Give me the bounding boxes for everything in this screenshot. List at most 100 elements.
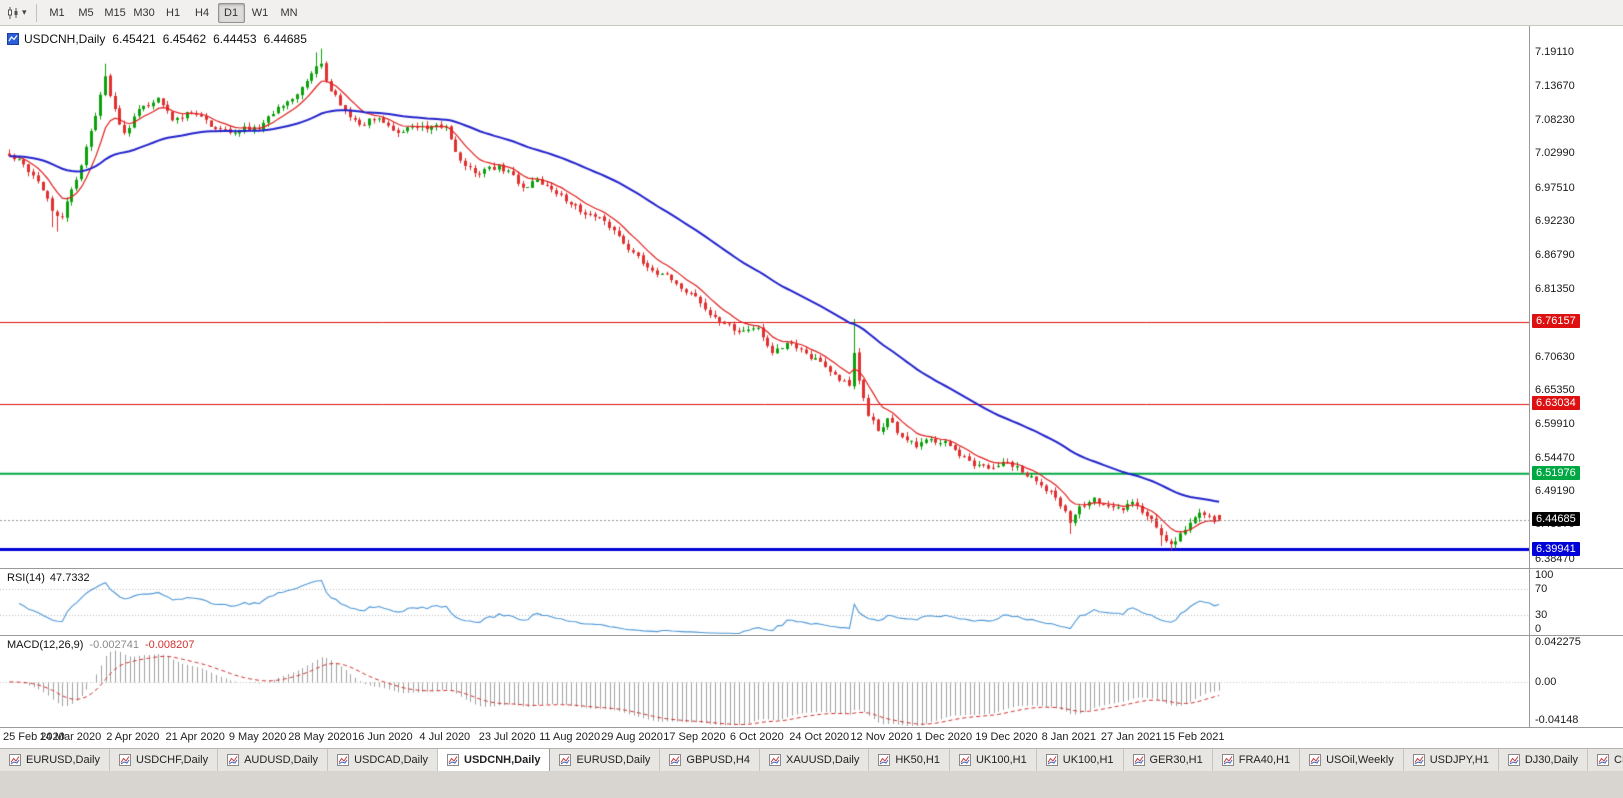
macd-axis[interactable]: 0.042275 0.00 -0.04148 — [1529, 636, 1623, 727]
chart-tab-eurusd-daily[interactable]: EURUSD,Daily — [0, 749, 110, 771]
chart-tab-icon — [1507, 754, 1520, 766]
chart-tab-icon — [1597, 754, 1610, 766]
rsi-pane: RSI(14) 47.7332 100 70 30 0 — [0, 569, 1623, 636]
chart-tab-label: XAUUSD,Daily — [785, 754, 860, 766]
time-axis-label: 24 Oct 2020 — [789, 731, 850, 743]
price-axis-label: 7.13670 — [1535, 79, 1575, 92]
chart-tab-icon — [1132, 754, 1145, 766]
price-axis-label: 6.81350 — [1535, 283, 1575, 296]
price-line-flag-6.51976[interactable]: 6.51976 — [1532, 465, 1580, 480]
chart-tab-label: DJ30,Daily — [1524, 754, 1579, 766]
time-axis-label: 12 Nov 2020 — [850, 731, 913, 743]
price-axis-label: 7.02990 — [1535, 147, 1575, 160]
chart-tab-usdcnh-daily[interactable]: USDCNH,Daily — [438, 749, 551, 771]
chart-tab-uk100-h1[interactable]: UK100,H1 — [1037, 749, 1124, 771]
chart-tab-fra40-h1[interactable]: FRA40,H1 — [1213, 749, 1301, 771]
chart-tab-label: AUDUSD,Daily — [244, 754, 319, 766]
chart-tab-icon — [337, 754, 350, 766]
chart-tab-audusd-daily[interactable]: AUDUSD,Daily — [218, 749, 329, 771]
time-axis-label: 19 Dec 2020 — [975, 731, 1038, 743]
chart-tab-icon — [1221, 754, 1234, 766]
chart-tab-eurusd-daily[interactable]: EURUSD,Daily — [550, 749, 661, 771]
chart-tab-gbpusd-h4[interactable]: GBPUSD,H4 — [660, 749, 760, 771]
macd-axis-label: 0.00 — [1535, 675, 1557, 688]
chart-tab-icon — [768, 754, 781, 766]
time-axis-label: 9 May 2020 — [228, 731, 287, 743]
macd-chart-canvas[interactable] — [0, 636, 1529, 727]
chart-tab-xauusd-daily[interactable]: XAUUSD,Daily — [760, 749, 870, 771]
chart-tab-label: EURUSD,Daily — [26, 754, 100, 766]
ohlc-low: 6.44453 — [213, 32, 257, 46]
price-axis[interactable]: 7.19110 7.13670 7.08230 7.02990 6.97510 6.922… — [1529, 26, 1623, 568]
timeframe-button-mn[interactable]: MN — [280, 6, 298, 19]
macd-signal-value: -0.008207 — [144, 639, 195, 651]
chart-tab-label: GER30,H1 — [1149, 754, 1203, 766]
rsi-axis[interactable]: 100 70 30 0 — [1529, 569, 1623, 635]
timeframe-button-d1[interactable]: D1 — [217, 2, 245, 23]
chart-tabs-bar: EURUSD,Daily USDCHF,Daily AUDUSD,Daily U… — [0, 748, 1623, 771]
time-axis-label: 8 Jan 2021 — [1041, 731, 1097, 743]
time-axis-label: 21 Apr 2020 — [165, 731, 225, 743]
chart-tab-label: CHINA300,H1 — [1614, 754, 1623, 766]
chart-symbol-label: USDCNH,Daily — [24, 32, 106, 46]
chart-tab-usdjpy-h1[interactable]: USDJPY,H1 — [1404, 749, 1499, 771]
timeframe-button-w1[interactable]: W1 — [251, 6, 269, 19]
chart-tab-usdcad-daily[interactable]: USDCAD,Daily — [328, 749, 439, 771]
chart-tab-label: GBPUSD,H4 — [686, 754, 750, 766]
macd-pane: MACD(12,26,9) -0.002741 -0.008207 0.042275… — [0, 636, 1623, 728]
chart-tab-icon — [9, 754, 21, 766]
chart-tab-label: UK100,H1 — [1062, 754, 1114, 766]
timeframe-button-m15[interactable]: M15 — [104, 6, 126, 19]
chart-tab-uk100-h1[interactable]: UK100,H1 — [950, 749, 1037, 771]
price-axis-label: 6.86790 — [1535, 248, 1575, 261]
chart-tab-icon — [1045, 754, 1058, 766]
timeframe-button-h1[interactable]: H1 — [166, 6, 181, 19]
time-axis[interactable]: 25 Feb 2020 14 Mar 2020 2 Apr 2020 21 Apr 2… — [0, 728, 1623, 748]
chart-tab-usdchf-daily[interactable]: USDCHF,Daily — [110, 749, 219, 771]
timeframe-buttons: M1 M5 M15 M30 H1 H4 D1 W1 MN — [43, 2, 304, 23]
time-axis-label: 4 Jul 2020 — [419, 731, 471, 743]
rsi-axis-label: 0 — [1535, 623, 1542, 635]
chart-tab-label: USDCAD,Daily — [354, 754, 429, 766]
timeframe-button-m5[interactable]: M5 — [78, 6, 94, 19]
price-axis-label: 6.59910 — [1535, 417, 1575, 430]
chart-tab-hk50-h1[interactable]: HK50,H1 — [869, 749, 950, 771]
chart-tab-china300-h1[interactable]: CHINA300,H1 — [1588, 749, 1623, 771]
rsi-indicator-label: RSI(14) 47.7332 — [7, 572, 90, 584]
time-axis-label: 11 Aug 2020 — [539, 731, 601, 743]
timeframe-button-m1[interactable]: M1 — [49, 6, 65, 19]
price-axis-label: 6.54470 — [1535, 452, 1575, 465]
chart-tab-icon — [1412, 754, 1425, 766]
price-axis-label: 7.08230 — [1535, 114, 1575, 127]
rsi-axis-label: 30 — [1535, 609, 1548, 622]
price-line-flag-6.39941[interactable]: 6.39941 — [1532, 541, 1580, 556]
time-axis-label: 27 Jan 2021 — [1100, 731, 1162, 743]
rsi-axis-label: 70 — [1535, 582, 1548, 595]
price-chart-canvas[interactable] — [0, 26, 1529, 568]
time-axis-label: 23 Jul 2020 — [478, 731, 536, 743]
price-line-flag-6.44685[interactable]: 6.44685 — [1532, 511, 1580, 526]
price-axis-label: 6.97510 — [1535, 181, 1575, 194]
chart-tab-icon — [227, 754, 240, 766]
macd-axis-label: -0.04148 — [1535, 714, 1579, 726]
chart-tab-dj30-daily[interactable]: DJ30,Daily — [1499, 749, 1589, 771]
time-axis-label: 25 Feb 2020 — [3, 731, 65, 743]
chart-tab-icon — [447, 754, 460, 766]
rsi-name: RSI(14) — [7, 572, 45, 584]
timeframe-button-h4[interactable]: H4 — [195, 6, 210, 19]
time-axis-label: 29 Aug 2020 — [601, 731, 663, 743]
chart-tab-ger30-h1[interactable]: GER30,H1 — [1124, 749, 1213, 771]
toolbar-separator — [35, 3, 37, 22]
chart-type-icon[interactable] — [6, 6, 20, 20]
rsi-chart-canvas[interactable] — [0, 569, 1529, 635]
chart-tab-label: UK100,H1 — [975, 754, 1027, 766]
price-axis-label: 6.70630 — [1535, 350, 1575, 363]
chart-tab-icon — [1309, 754, 1322, 766]
price-pane: USDCNH,Daily 6.45421 6.45462 6.44453 6.4… — [0, 26, 1623, 569]
price-line-flag-6.76157[interactable]: 6.76157 — [1532, 313, 1580, 328]
timeframe-button-m30[interactable]: M30 — [133, 6, 155, 19]
price-line-flag-6.63034[interactable]: 6.63034 — [1532, 396, 1580, 411]
dropdown-caret-icon[interactable]: ▾ — [22, 7, 27, 17]
chart-tab-usoil-weekly[interactable]: USOil,Weekly — [1300, 749, 1404, 771]
